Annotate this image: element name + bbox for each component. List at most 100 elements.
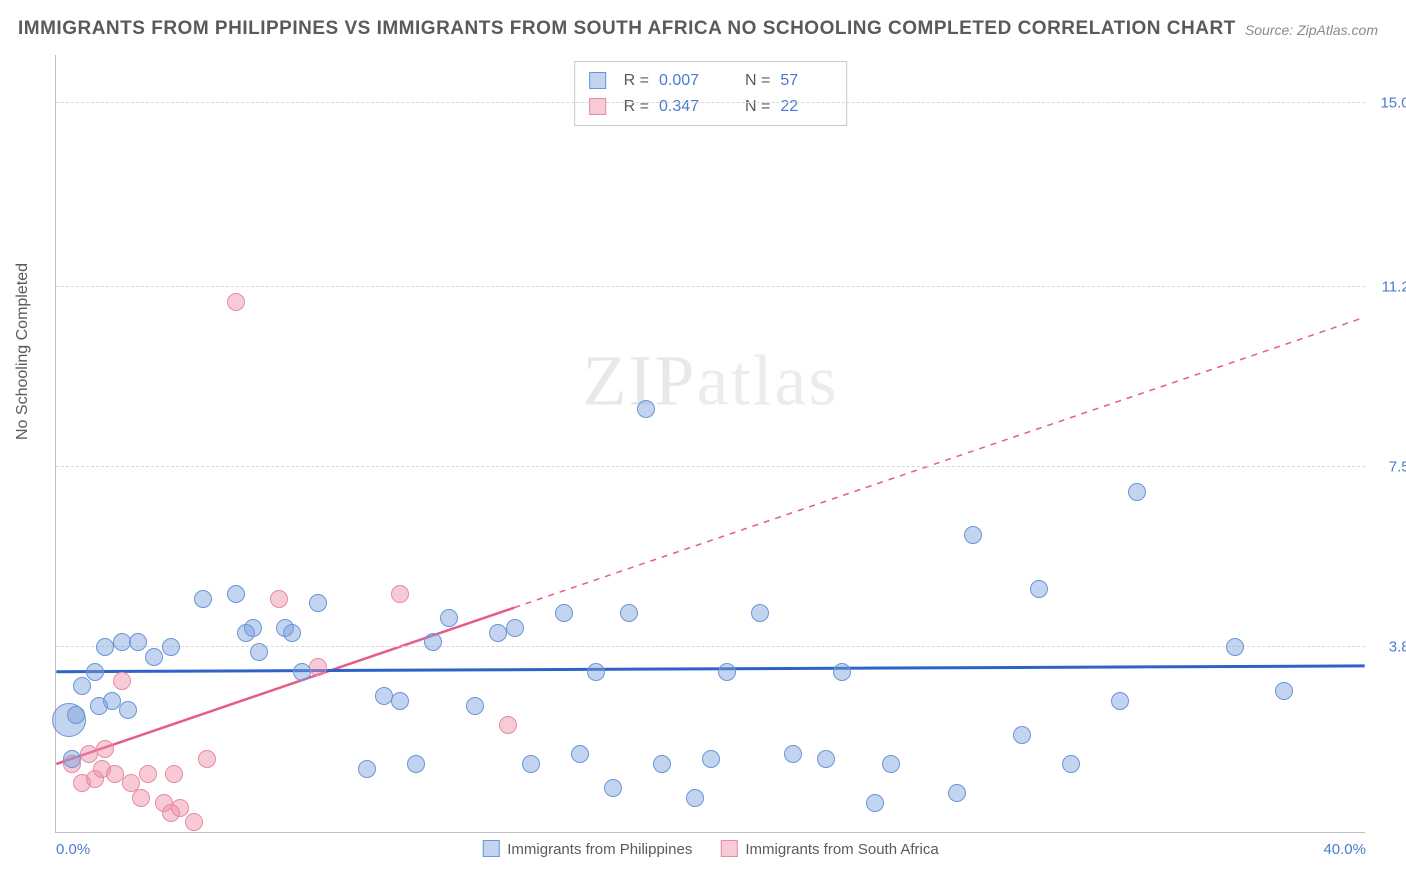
data-point-philippines [194,590,212,608]
data-point-philippines [964,526,982,544]
data-point-south-africa [106,765,124,783]
data-point-philippines [620,604,638,622]
legend-label-south-africa: Immigrants from South Africa [745,841,938,858]
grid-line [56,466,1365,467]
data-point-philippines [948,784,966,802]
y-tick-label: 15.0% [1373,94,1406,111]
data-point-philippines [250,643,268,661]
chart-title: IMMIGRANTS FROM PHILIPPINES VS IMMIGRANT… [18,18,1236,40]
data-point-philippines [145,648,163,666]
data-point-south-africa [227,293,245,311]
data-point-south-africa [185,813,203,831]
data-point-south-africa [198,750,216,768]
grid-line [56,102,1365,103]
data-point-philippines [882,755,900,773]
data-point-south-africa [309,658,327,676]
data-point-philippines [244,619,262,637]
data-point-philippines [358,760,376,778]
data-point-philippines [293,663,311,681]
stat-r-value-ph: 0.007 [659,68,711,94]
data-point-philippines [1030,580,1048,598]
data-point-philippines [1062,755,1080,773]
data-point-south-africa [270,590,288,608]
legend-swatch-philippines [482,840,499,857]
data-point-philippines [784,745,802,763]
stat-r-value-sa: 0.347 [659,94,711,120]
legend-swatch-south-africa [589,98,606,115]
stat-r-label: R = [624,94,649,120]
data-point-philippines [506,619,524,637]
data-point-philippines [113,633,131,651]
data-point-south-africa [132,789,150,807]
stats-legend-box: R = 0.007 N = 57 R = 0.347 N = 22 [574,61,848,126]
data-point-philippines [129,633,147,651]
data-point-philippines [440,609,458,627]
data-point-philippines [604,779,622,797]
data-point-south-africa [96,740,114,758]
data-point-south-africa [139,765,157,783]
data-point-philippines [866,794,884,812]
legend-swatch-south-africa [720,840,737,857]
data-point-philippines [67,706,85,724]
stats-row-philippines: R = 0.007 N = 57 [589,68,833,94]
data-point-philippines [637,400,655,418]
x-axis-series-legend: Immigrants from Philippines Immigrants f… [482,840,938,858]
data-point-philippines [86,663,104,681]
data-point-philippines [555,604,573,622]
stat-n-label: N = [745,68,770,94]
stat-n-value-ph: 57 [780,68,832,94]
data-point-philippines [686,789,704,807]
data-point-philippines [702,750,720,768]
data-point-philippines [1013,726,1031,744]
data-point-philippines [424,633,442,651]
data-point-philippines [571,745,589,763]
legend-item-philippines: Immigrants from Philippines [482,840,692,858]
data-point-philippines [1128,483,1146,501]
stat-r-label: R = [624,68,649,94]
data-point-philippines [1275,682,1293,700]
data-point-south-africa [499,716,517,734]
data-point-philippines [817,750,835,768]
data-point-philippines [63,750,81,768]
data-point-philippines [73,677,91,695]
data-point-philippines [391,692,409,710]
legend-swatch-philippines [589,72,606,89]
data-point-philippines [119,701,137,719]
y-tick-label: 11.2% [1373,279,1406,296]
y-tick-label: 7.5% [1373,459,1406,476]
data-point-south-africa [80,745,98,763]
data-point-philippines [522,755,540,773]
data-point-philippines [1111,692,1129,710]
data-point-philippines [466,697,484,715]
data-point-south-africa [165,765,183,783]
data-point-philippines [227,585,245,603]
data-point-south-africa [391,585,409,603]
legend-label-philippines: Immigrants from Philippines [507,841,692,858]
stats-row-south-africa: R = 0.347 N = 22 [589,94,833,120]
data-point-philippines [1226,638,1244,656]
legend-item-south-africa: Immigrants from South Africa [720,840,938,858]
chart-plot-area: ZIPatlas R = 0.007 N = 57 R = 0.347 N = … [55,55,1365,833]
data-point-philippines [162,638,180,656]
data-point-philippines [375,687,393,705]
data-point-philippines [309,594,327,612]
data-point-philippines [751,604,769,622]
data-point-philippines [833,663,851,681]
data-point-philippines [718,663,736,681]
y-tick-label: 3.8% [1373,639,1406,656]
data-point-south-africa [113,672,131,690]
data-point-philippines [587,663,605,681]
grid-line [56,286,1365,287]
data-point-philippines [283,624,301,642]
trend-lines-layer [56,55,1365,832]
stat-n-label: N = [745,94,770,120]
source-attribution: Source: ZipAtlas.com [1245,22,1378,38]
x-tick-label: 40.0% [1323,841,1366,858]
watermark: ZIPatlas [583,340,839,423]
data-point-south-africa [171,799,189,817]
data-point-philippines [96,638,114,656]
data-point-philippines [103,692,121,710]
data-point-philippines [407,755,425,773]
data-point-philippines [653,755,671,773]
x-tick-label: 0.0% [56,841,90,858]
